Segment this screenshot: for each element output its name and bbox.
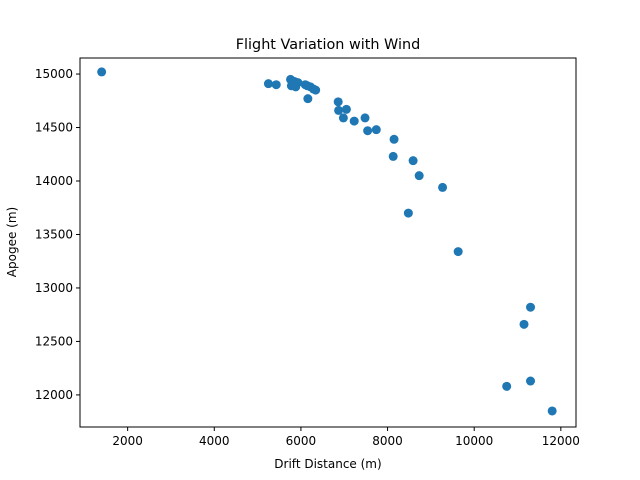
chart-title: Flight Variation with Wind (236, 37, 420, 53)
data-point (453, 247, 463, 257)
x-tick-label: 12000 (542, 434, 580, 448)
data-point (502, 381, 512, 391)
data-point (438, 182, 448, 192)
y-tick-label: 12000 (35, 388, 73, 402)
data-point (263, 79, 273, 89)
x-tick-label: 2000 (112, 434, 143, 448)
data-point (97, 67, 107, 77)
x-tick-label: 4000 (199, 434, 230, 448)
x-tick-label: 6000 (286, 434, 317, 448)
y-axis-label: Apogee (m) (5, 207, 19, 277)
x-tick-label: 10000 (455, 434, 493, 448)
data-point (547, 406, 557, 416)
data-point (408, 156, 418, 166)
y-axis-ticks: 12000 12500 13000 13500 14000 14500 15000 (35, 67, 80, 402)
plot-frame (79, 57, 577, 428)
data-point (403, 208, 413, 218)
y-tick-label: 13000 (35, 281, 73, 295)
data-point (349, 116, 359, 126)
data-point (360, 113, 370, 123)
x-axis-label: Drift Distance (m) (274, 457, 381, 471)
data-point (271, 80, 281, 90)
data-point (526, 376, 536, 386)
data-point (341, 104, 351, 114)
data-point (414, 171, 424, 181)
data-point (333, 97, 343, 107)
data-point (371, 125, 381, 135)
data-point (293, 78, 303, 88)
y-tick-label: 14000 (35, 174, 73, 188)
x-axis-ticks: 2000 4000 6000 8000 10000 12000 (112, 427, 580, 448)
data-point (303, 94, 313, 104)
data-point (388, 151, 398, 161)
data-point (363, 126, 373, 136)
y-tick-label: 12500 (35, 334, 73, 348)
data-point (519, 319, 529, 329)
data-point (338, 113, 348, 123)
data-points (97, 67, 557, 416)
y-tick-label: 15000 (35, 67, 73, 81)
y-tick-label: 13500 (35, 227, 73, 241)
data-point (526, 302, 536, 312)
x-tick-label: 8000 (372, 434, 403, 448)
data-point (389, 134, 399, 144)
data-point (311, 85, 321, 95)
y-tick-label: 14500 (35, 121, 73, 135)
data-point (334, 105, 344, 115)
